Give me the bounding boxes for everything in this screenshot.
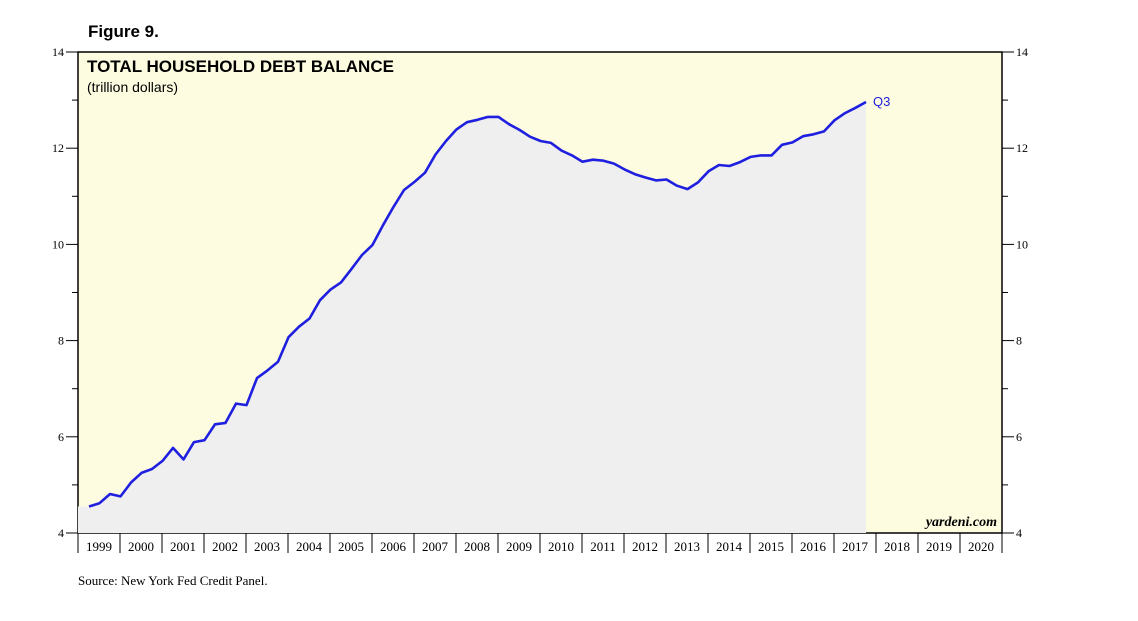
x-tick-label: 2003 <box>254 539 280 554</box>
y-axis-right: 4 6 8 10 12 14 <box>1002 45 1028 540</box>
x-tick-label: 2009 <box>506 539 532 554</box>
y-axis-left: 4 6 8 10 12 14 <box>52 45 78 540</box>
x-tick-label: 2005 <box>338 539 364 554</box>
watermark: yardeni.com <box>924 515 997 530</box>
x-tick-label: 2006 <box>380 539 407 554</box>
x-tick-label: 2010 <box>548 539 574 554</box>
y-tick-label-left: 8 <box>58 334 64 348</box>
x-tick-label: 2001 <box>170 539 196 554</box>
source-note: Source: New York Fed Credit Panel. <box>78 573 268 588</box>
y-tick-label-left: 10 <box>52 237 64 251</box>
x-tick-label: 2014 <box>716 539 743 554</box>
x-tick-label: 2013 <box>674 539 700 554</box>
x-tick-label: 2000 <box>128 539 154 554</box>
x-tick-label: 2015 <box>758 539 784 554</box>
chart-title: TOTAL HOUSEHOLD DEBT BALANCE <box>87 57 394 76</box>
x-tick-label: 2016 <box>800 539 827 554</box>
series-line <box>88 100 867 508</box>
chart-subtitle: (trillion dollars) <box>87 79 178 95</box>
y-tick-label-right: 8 <box>1016 334 1022 348</box>
x-tick-label: 2007 <box>422 539 449 554</box>
x-tick-label: 2020 <box>968 539 994 554</box>
x-tick-label: 2004 <box>296 539 323 554</box>
x-tick-label: 2008 <box>464 539 490 554</box>
minor-ticks <box>72 99 1008 486</box>
y-tick-label-right: 10 <box>1016 237 1028 251</box>
area-fill <box>78 102 866 533</box>
x-tick-label: 2011 <box>590 539 616 554</box>
y-tick-label-left: 6 <box>58 430 64 444</box>
figure-label: Figure 9. <box>88 22 159 41</box>
y-tick-label-right: 6 <box>1016 430 1022 444</box>
x-axis: 1999 2000 2001 2002 2003 2004 2005 2006 2007 2008… <box>77 533 1003 554</box>
y-tick-label-right: 4 <box>1016 526 1022 540</box>
x-tick-label: 2017 <box>842 539 869 554</box>
x-tick-label: 2019 <box>926 539 952 554</box>
x-tick-label: 2018 <box>884 539 910 554</box>
y-tick-label-left: 4 <box>58 526 64 540</box>
y-tick-label-right: 14 <box>1016 45 1028 59</box>
end-annotation: Q3 <box>873 94 890 109</box>
y-tick-label-right: 12 <box>1016 141 1028 155</box>
x-tick-label: 2002 <box>212 539 238 554</box>
x-tick-label: 1999 <box>86 539 112 554</box>
y-tick-label-left: 14 <box>52 45 64 59</box>
x-tick-label: 2012 <box>632 539 658 554</box>
y-tick-label-left: 12 <box>52 141 64 155</box>
